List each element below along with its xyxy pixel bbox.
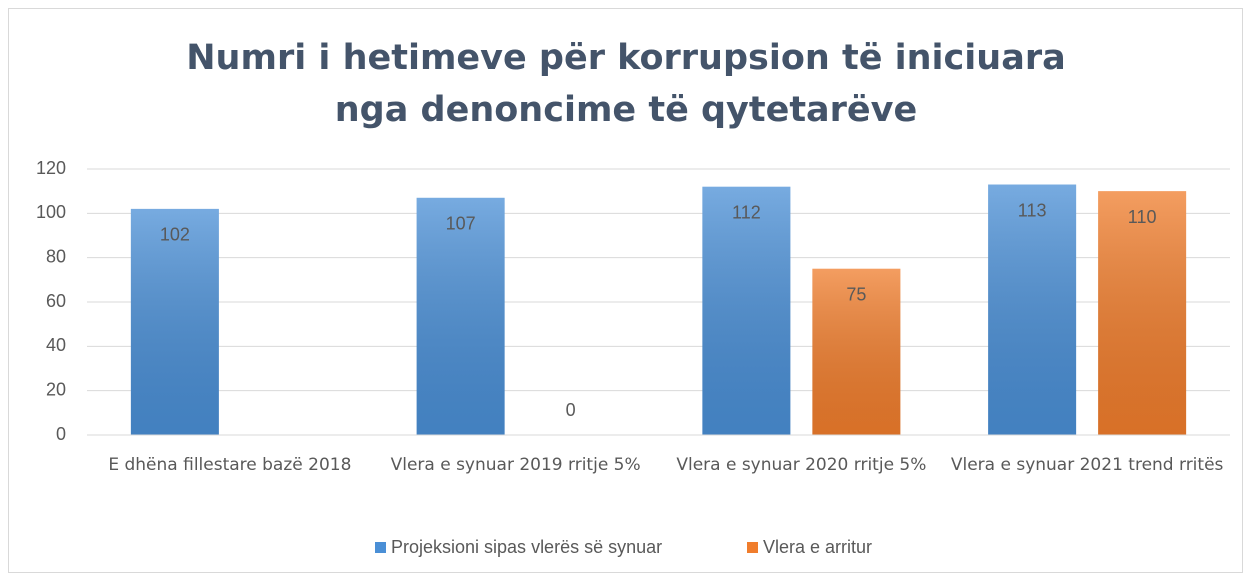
- legend-swatch: [747, 542, 758, 553]
- x-tick-label: E dhëna fillestare bazë 2018: [108, 455, 352, 475]
- y-tick-label: 0: [56, 424, 66, 444]
- x-label-box: Vlera e synuar 2020 rritje 5%: [676, 455, 927, 475]
- bar-shading: [812, 268, 901, 435]
- bar-shading: [130, 208, 219, 435]
- y-tick-label: 40: [46, 335, 66, 355]
- data-label: 102: [160, 225, 190, 245]
- bar-shading: [416, 197, 505, 435]
- legend-swatch: [375, 542, 386, 553]
- data-label: 110: [1128, 207, 1157, 227]
- bar-shading: [988, 184, 1077, 435]
- title-box: Numri i hetimeve për korrupsion të inici…: [186, 38, 1066, 130]
- legend-label: Vlera e arritur: [763, 537, 872, 557]
- y-tick-label: 120: [36, 158, 66, 178]
- y-tick-label: 80: [46, 246, 66, 266]
- data-label: 113: [1018, 200, 1047, 220]
- x-label-box: E dhëna fillestare bazë 2018: [108, 455, 352, 475]
- y-tick-label: 20: [46, 379, 66, 399]
- bar-shading: [1098, 191, 1187, 435]
- x-tick-label: Vlera e synuar 2021 trend rritës: [950, 455, 1224, 475]
- data-label: 112: [732, 202, 761, 222]
- data-label: 0: [566, 400, 576, 420]
- x-label-box: Vlera e synuar 2019 rritje 5%: [390, 455, 641, 475]
- x-tick-label: Vlera e synuar 2020 rritje 5%: [676, 455, 927, 475]
- y-tick-label: 100: [36, 202, 66, 222]
- x-tick-label: Vlera e synuar 2019 rritje 5%: [390, 455, 641, 475]
- x-label-box: Vlera e synuar 2021 trend rritës: [950, 455, 1224, 475]
- legend-label: Projeksioni sipas vlerës së synuar: [391, 537, 662, 557]
- data-label: 107: [446, 214, 476, 234]
- data-label: 75: [846, 285, 866, 305]
- y-tick-label: 60: [46, 291, 66, 311]
- bar-shading: [702, 186, 791, 435]
- chart-title: Numri i hetimeve për korrupsion të inici…: [186, 38, 1066, 130]
